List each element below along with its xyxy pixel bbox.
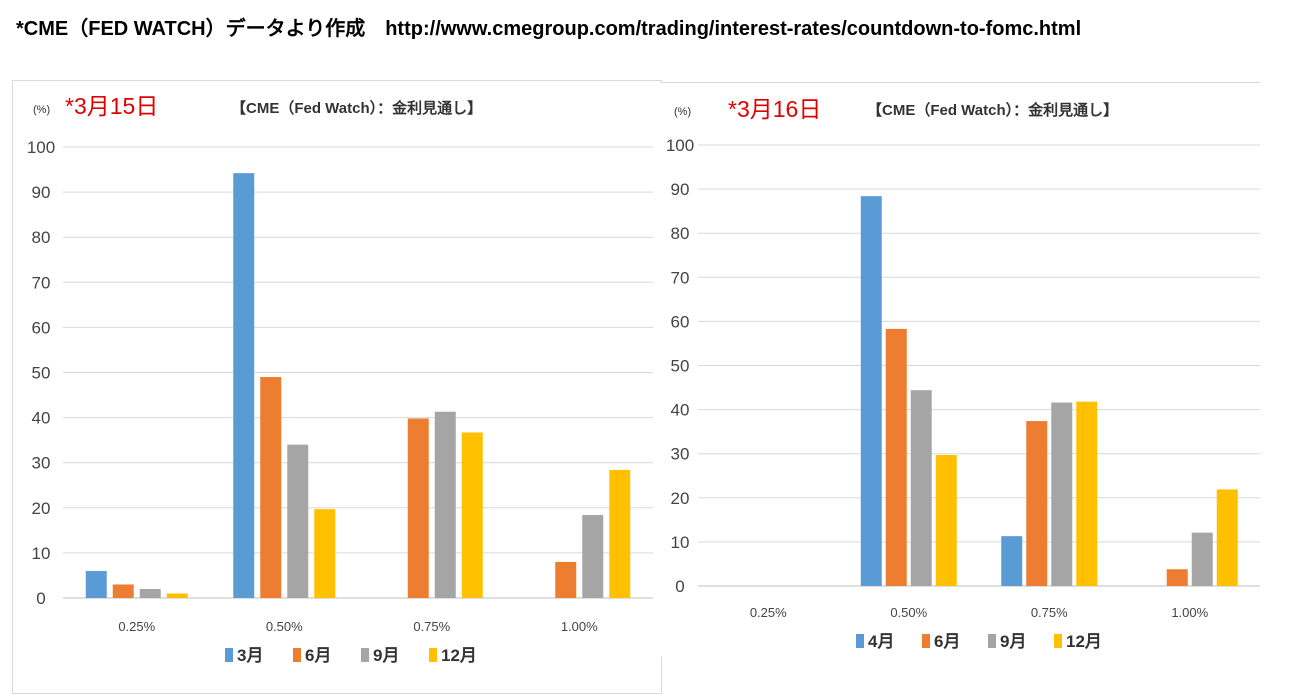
bar-12月-0.50% bbox=[935, 455, 957, 586]
y-tick-label: 80 bbox=[671, 224, 690, 243]
legend-label: 9月 bbox=[1000, 632, 1026, 651]
bar-6月-0.50% bbox=[260, 377, 282, 598]
bar-9月-0.75% bbox=[434, 411, 456, 598]
legend-label: 6月 bbox=[305, 646, 331, 665]
bar-4月-0.50% bbox=[860, 196, 882, 586]
legend-label: 4月 bbox=[868, 632, 894, 651]
x-category-label: 0.50% bbox=[266, 619, 303, 634]
y-tick-label: 50 bbox=[32, 364, 51, 383]
bar-12月-1.00% bbox=[1216, 489, 1238, 586]
x-category-label: 0.75% bbox=[413, 619, 450, 634]
chart-title: 【CME（Fed Watch）：金利見通し】 bbox=[867, 101, 1118, 119]
bar-12月-0.75% bbox=[1076, 401, 1098, 586]
y-tick-label: 30 bbox=[671, 445, 690, 464]
y-tick-label: 50 bbox=[671, 357, 690, 376]
y-tick-label: 10 bbox=[32, 544, 51, 563]
legend-swatch bbox=[988, 634, 996, 648]
x-category-label: 0.50% bbox=[890, 605, 927, 620]
y-tick-label: 60 bbox=[671, 312, 690, 331]
bar-9月-0.75% bbox=[1051, 402, 1073, 586]
y-tick-label: 10 bbox=[671, 533, 690, 552]
y-tick-label: 100 bbox=[27, 138, 55, 157]
legend-label: 3月 bbox=[237, 646, 263, 665]
y-tick-label: 20 bbox=[671, 489, 690, 508]
y-unit-label: (%) bbox=[674, 106, 691, 118]
y-unit-label: (%) bbox=[33, 104, 50, 116]
chart-title: 【CME（Fed Watch）：金利見通し】 bbox=[231, 99, 482, 117]
chart-date-label: *3月15日 bbox=[65, 93, 158, 119]
x-category-label: 1.00% bbox=[1171, 605, 1208, 620]
x-category-label: 1.00% bbox=[561, 619, 598, 634]
y-tick-label: 90 bbox=[32, 183, 51, 202]
bar-chart-march-15: (%) *3月15日 【CME（Fed Watch）：金利見通し】 0 10 20 30 40… bbox=[27, 93, 653, 665]
bar-12月-0.75% bbox=[461, 432, 483, 598]
legend-swatch bbox=[922, 634, 930, 648]
y-tick-label: 40 bbox=[32, 409, 51, 428]
y-tick-label: 40 bbox=[671, 401, 690, 420]
bar-6月-1.00% bbox=[555, 561, 577, 598]
bar-3月-0.25% bbox=[85, 570, 107, 598]
page-header: *CME（FED WATCH）データより作成 http://www.cmegro… bbox=[16, 18, 1082, 40]
y-tick-label: 0 bbox=[675, 577, 684, 596]
bar-12月-1.00% bbox=[609, 469, 631, 598]
y-tick-label: 0 bbox=[36, 589, 45, 608]
legend-swatch bbox=[361, 648, 369, 662]
bar-6月-0.25% bbox=[112, 584, 134, 598]
y-tick-label: 20 bbox=[32, 499, 51, 518]
legend-label: 12月 bbox=[441, 646, 477, 665]
bar-6月-1.00% bbox=[1166, 569, 1188, 586]
bar-9月-0.50% bbox=[910, 390, 932, 586]
chart-panel-march-16: (%) *3月16日 【CME（Fed Watch）：金利見通し】 0 10 20 30 40… bbox=[660, 82, 1260, 657]
legend-swatch bbox=[856, 634, 864, 648]
bar-9月-0.25% bbox=[139, 588, 161, 598]
x-category-label: 0.25% bbox=[118, 619, 155, 634]
y-tick-label: 70 bbox=[671, 268, 690, 287]
legend-swatch bbox=[293, 648, 301, 662]
x-category-label: 0.75% bbox=[1031, 605, 1068, 620]
bar-9月-1.00% bbox=[1191, 532, 1213, 586]
bar-6月-0.75% bbox=[1026, 421, 1048, 586]
legend-swatch bbox=[225, 648, 233, 662]
y-tick-label: 90 bbox=[671, 180, 690, 199]
chart-panel-march-15: (%) *3月15日 【CME（Fed Watch）：金利見通し】 0 10 20 30 40… bbox=[12, 80, 662, 694]
y-tick-label: 30 bbox=[32, 454, 51, 473]
bar-6月-0.50% bbox=[885, 328, 907, 586]
bar-9月-1.00% bbox=[582, 515, 604, 598]
legend-swatch bbox=[429, 648, 437, 662]
bar-6月-0.75% bbox=[407, 418, 429, 598]
bar-3月-0.50% bbox=[233, 173, 255, 598]
legend-swatch bbox=[1054, 634, 1062, 648]
bar-12月-0.50% bbox=[314, 509, 336, 598]
bar-9月-0.50% bbox=[287, 444, 309, 598]
legend-label: 9月 bbox=[373, 646, 399, 665]
bar-chart-march-16: (%) *3月16日 【CME（Fed Watch）：金利見通し】 0 10 20 30 40… bbox=[666, 96, 1260, 651]
legend-label: 12月 bbox=[1066, 632, 1102, 651]
y-tick-label: 100 bbox=[666, 136, 694, 155]
y-tick-label: 80 bbox=[32, 228, 51, 247]
x-category-label: 0.25% bbox=[750, 605, 787, 620]
legend-label: 6月 bbox=[934, 632, 960, 651]
bar-4月-0.75% bbox=[1001, 536, 1023, 586]
y-tick-label: 60 bbox=[32, 318, 51, 337]
bar-12月-0.25% bbox=[166, 593, 188, 598]
chart-date-label: *3月16日 bbox=[728, 96, 821, 122]
y-tick-label: 70 bbox=[32, 273, 51, 292]
